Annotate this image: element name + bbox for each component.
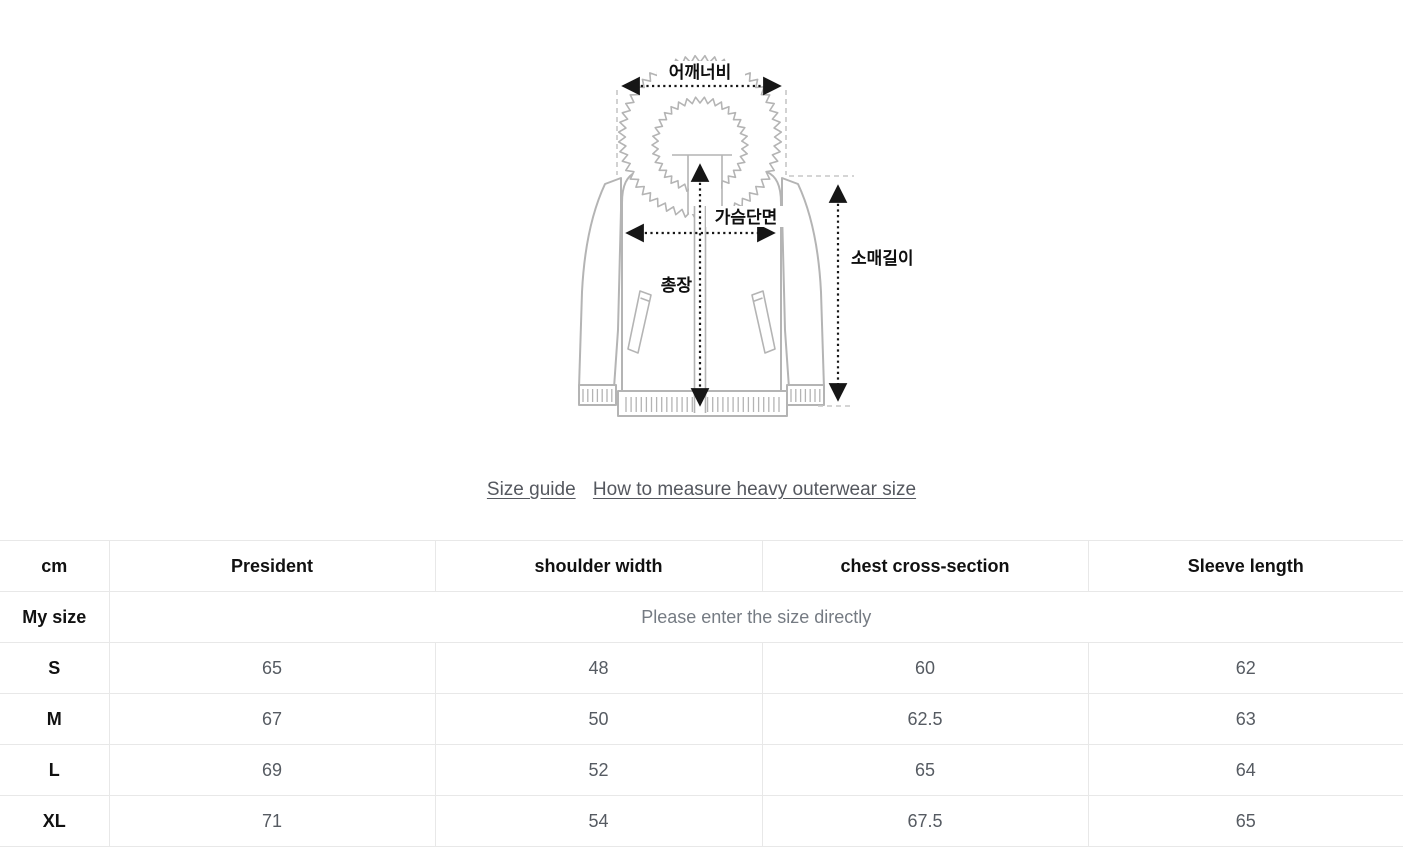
my-size-row: My size Please enter the size directly: [0, 591, 1403, 643]
size-links-row: Size guide How to measure heavy outerwea…: [0, 477, 1403, 502]
size-label: M: [0, 693, 109, 745]
size-label: S: [0, 642, 109, 694]
value-cell: 54: [434, 795, 762, 847]
dimension-guides: [616, 90, 854, 407]
dimension-arrows: [621, 76, 848, 407]
jacket-sleeve-left: [578, 177, 622, 389]
size-row-m: M 67 50 62.5 63: [0, 693, 1403, 745]
col-header-shoulder-width: shoulder width: [434, 540, 762, 592]
my-size-input[interactable]: Please enter the size directly: [108, 591, 1403, 643]
value-cell: 52: [434, 744, 762, 796]
how-to-measure-link[interactable]: How to measure heavy outerwear size: [592, 479, 917, 500]
size-row-l: L 69 52 65 64: [0, 744, 1403, 796]
size-guide-link[interactable]: Size guide: [486, 479, 576, 500]
size-row-xl: XL 71 54 67.5 65: [0, 795, 1403, 847]
jacket-pocket-right-welt: [752, 297, 763, 303]
col-header-chest-cross-section: chest cross-section: [761, 540, 1088, 592]
collar-fill: [689, 156, 721, 214]
size-label: L: [0, 744, 109, 796]
value-cell: 65: [108, 642, 435, 694]
value-cell: 64: [1087, 744, 1403, 796]
value-cell: 50: [434, 693, 762, 745]
size-row-s: S 65 48 60 62: [0, 642, 1403, 694]
col-header-cm: cm: [0, 540, 109, 592]
value-cell: 62: [1087, 642, 1403, 694]
jacket-pocket-left: [627, 290, 652, 354]
zipper-fill: [695, 206, 705, 413]
value-cell: 63: [1087, 693, 1403, 745]
sleeve-length-label: 소매길이: [851, 249, 914, 268]
jacket-sleeve-right: [781, 177, 825, 389]
value-cell: 60: [761, 642, 1088, 694]
col-header-sleeve-length: Sleeve length: [1087, 540, 1403, 592]
value-cell: 67: [108, 693, 435, 745]
value-cell: 69: [108, 744, 435, 796]
size-table-header-row: cm President shoulder width chest cross-…: [0, 540, 1403, 592]
jacket-pocket-right: [751, 290, 776, 354]
value-cell: 67.5: [761, 795, 1088, 847]
size-label: XL: [0, 795, 109, 847]
value-cell: 71: [108, 795, 435, 847]
shoulder-width-label: 어깨너비: [669, 63, 732, 82]
total-length-label: 총장: [661, 276, 693, 295]
chest-section-label: 가슴단면: [715, 208, 778, 227]
col-header-president: President: [108, 540, 435, 592]
cuff-right-ribs: [790, 389, 821, 402]
jacket-pocket-left-welt: [640, 297, 651, 303]
cuff-left-ribs: [582, 389, 613, 402]
size-table: cm President shoulder width chest cross-…: [0, 540, 1403, 847]
value-cell: 48: [434, 642, 762, 694]
value-cell: 62.5: [761, 693, 1088, 745]
garment-diagram: 어깨너비 가슴단면 총장 소매길이: [578, 54, 914, 417]
value-cell: 65: [761, 744, 1088, 796]
dimension-labels: 어깨너비 가슴단면 총장 소매길이: [652, 61, 914, 295]
my-size-label: My size: [0, 591, 109, 643]
jacket-outline: [578, 54, 825, 417]
value-cell: 65: [1087, 795, 1403, 847]
